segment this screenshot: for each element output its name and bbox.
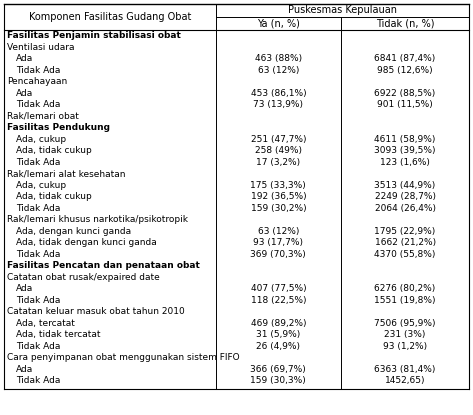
Text: 366 (69,7%): 366 (69,7%) — [251, 365, 306, 374]
Text: 3093 (39,5%): 3093 (39,5%) — [374, 146, 436, 155]
Text: Rak/lemari khusus narkotika/psikotropik: Rak/lemari khusus narkotika/psikotropik — [7, 215, 188, 224]
Text: Ada, cukup: Ada, cukup — [16, 135, 66, 144]
Text: Tidak Ada: Tidak Ada — [16, 296, 61, 305]
Text: 2064 (26,4%): 2064 (26,4%) — [375, 204, 436, 213]
Text: Rak/lemari alat kesehatan: Rak/lemari alat kesehatan — [7, 169, 125, 178]
Text: Ventilasi udara: Ventilasi udara — [7, 43, 75, 52]
Text: 63 (12%): 63 (12%) — [258, 66, 299, 75]
Text: Tidak Ada: Tidak Ada — [16, 342, 61, 351]
Text: 63 (12%): 63 (12%) — [258, 227, 299, 236]
Text: 6841 (87,4%): 6841 (87,4%) — [375, 54, 436, 63]
Text: 985 (12,6%): 985 (12,6%) — [377, 66, 433, 75]
Text: 258 (49%): 258 (49%) — [255, 146, 302, 155]
Text: Fasilitas Pendukung: Fasilitas Pendukung — [7, 123, 110, 132]
Text: Tidak Ada: Tidak Ada — [16, 66, 61, 75]
Text: Ada: Ada — [16, 284, 33, 293]
Text: 93 (17,7%): 93 (17,7%) — [254, 238, 303, 247]
Text: 73 (13,9%): 73 (13,9%) — [254, 100, 303, 109]
Text: 407 (77,5%): 407 (77,5%) — [251, 284, 306, 293]
Text: 469 (89,2%): 469 (89,2%) — [251, 319, 306, 328]
Text: Tidak Ada: Tidak Ada — [16, 204, 61, 213]
Text: 1551 (19,8%): 1551 (19,8%) — [374, 296, 436, 305]
Text: Cara penyimpanan obat menggunakan sistem FIFO: Cara penyimpanan obat menggunakan sistem… — [7, 353, 240, 362]
Text: Tidak Ada: Tidak Ada — [16, 250, 61, 259]
Text: Fasilitas Penjamin stabilisasi obat: Fasilitas Penjamin stabilisasi obat — [7, 31, 181, 40]
Text: 1795 (22,9%): 1795 (22,9%) — [375, 227, 436, 236]
Text: 4611 (58,9%): 4611 (58,9%) — [374, 135, 436, 144]
Text: Ada: Ada — [16, 54, 33, 63]
Text: Ada, tidak dengan kunci ganda: Ada, tidak dengan kunci ganda — [16, 238, 157, 247]
Text: 231 (3%): 231 (3%) — [385, 330, 426, 339]
Text: Ada, tercatat: Ada, tercatat — [16, 319, 75, 328]
Text: 3513 (44,9%): 3513 (44,9%) — [375, 181, 436, 190]
Text: Komponen Fasilitas Gudang Obat: Komponen Fasilitas Gudang Obat — [28, 12, 191, 22]
Text: 901 (11,5%): 901 (11,5%) — [377, 100, 433, 109]
Text: Tidak (n, %): Tidak (n, %) — [376, 19, 434, 29]
Text: Ada, tidak tercatat: Ada, tidak tercatat — [16, 330, 100, 339]
Text: Ada, tidak cukup: Ada, tidak cukup — [16, 146, 92, 155]
Text: Catatan obat rusak/expaired date: Catatan obat rusak/expaired date — [7, 273, 160, 282]
Text: Ada, tidak cukup: Ada, tidak cukup — [16, 192, 92, 201]
Text: 159 (30,3%): 159 (30,3%) — [251, 376, 306, 385]
Text: Tidak Ada: Tidak Ada — [16, 100, 61, 109]
Text: 93 (1,2%): 93 (1,2%) — [383, 342, 427, 351]
Text: 6276 (80,2%): 6276 (80,2%) — [375, 284, 436, 293]
Text: 251 (47,7%): 251 (47,7%) — [251, 135, 306, 144]
Text: 175 (33,3%): 175 (33,3%) — [251, 181, 306, 190]
Text: Pencahayaan: Pencahayaan — [7, 77, 67, 86]
Text: Ada, cukup: Ada, cukup — [16, 181, 66, 190]
Text: 6363 (81,4%): 6363 (81,4%) — [374, 365, 436, 374]
Text: 453 (86,1%): 453 (86,1%) — [251, 89, 306, 98]
Text: Puskesmas Kepulauan: Puskesmas Kepulauan — [288, 5, 397, 15]
Text: Fasilitas Pencatan dan penataan obat: Fasilitas Pencatan dan penataan obat — [7, 261, 200, 270]
Text: 17 (3,2%): 17 (3,2%) — [256, 158, 300, 167]
Text: 7506 (95,9%): 7506 (95,9%) — [374, 319, 436, 328]
Text: 118 (22,5%): 118 (22,5%) — [251, 296, 306, 305]
Text: Tidak Ada: Tidak Ada — [16, 376, 61, 385]
Text: 1662 (21,2%): 1662 (21,2%) — [375, 238, 436, 247]
Text: 369 (70,3%): 369 (70,3%) — [251, 250, 306, 259]
Text: Ada, dengan kunci ganda: Ada, dengan kunci ganda — [16, 227, 131, 236]
Text: 26 (4,9%): 26 (4,9%) — [256, 342, 300, 351]
Text: 1452,65): 1452,65) — [385, 376, 425, 385]
Text: 192 (36,5%): 192 (36,5%) — [251, 192, 306, 201]
Text: Ya (n, %): Ya (n, %) — [257, 19, 300, 29]
Text: 31 (5,9%): 31 (5,9%) — [256, 330, 300, 339]
Text: 159 (30,2%): 159 (30,2%) — [251, 204, 306, 213]
Text: 123 (1,6%): 123 (1,6%) — [380, 158, 430, 167]
Text: 4370 (55,8%): 4370 (55,8%) — [374, 250, 436, 259]
Text: Ada: Ada — [16, 89, 33, 98]
Text: Catatan keluar masuk obat tahun 2010: Catatan keluar masuk obat tahun 2010 — [7, 307, 185, 316]
Text: 2249 (28,7%): 2249 (28,7%) — [375, 192, 436, 201]
Text: 463 (88%): 463 (88%) — [255, 54, 302, 63]
Text: Tidak Ada: Tidak Ada — [16, 158, 61, 167]
Text: 6922 (88,5%): 6922 (88,5%) — [375, 89, 436, 98]
Text: Rak/lemari obat: Rak/lemari obat — [7, 112, 79, 121]
Text: Ada: Ada — [16, 365, 33, 374]
